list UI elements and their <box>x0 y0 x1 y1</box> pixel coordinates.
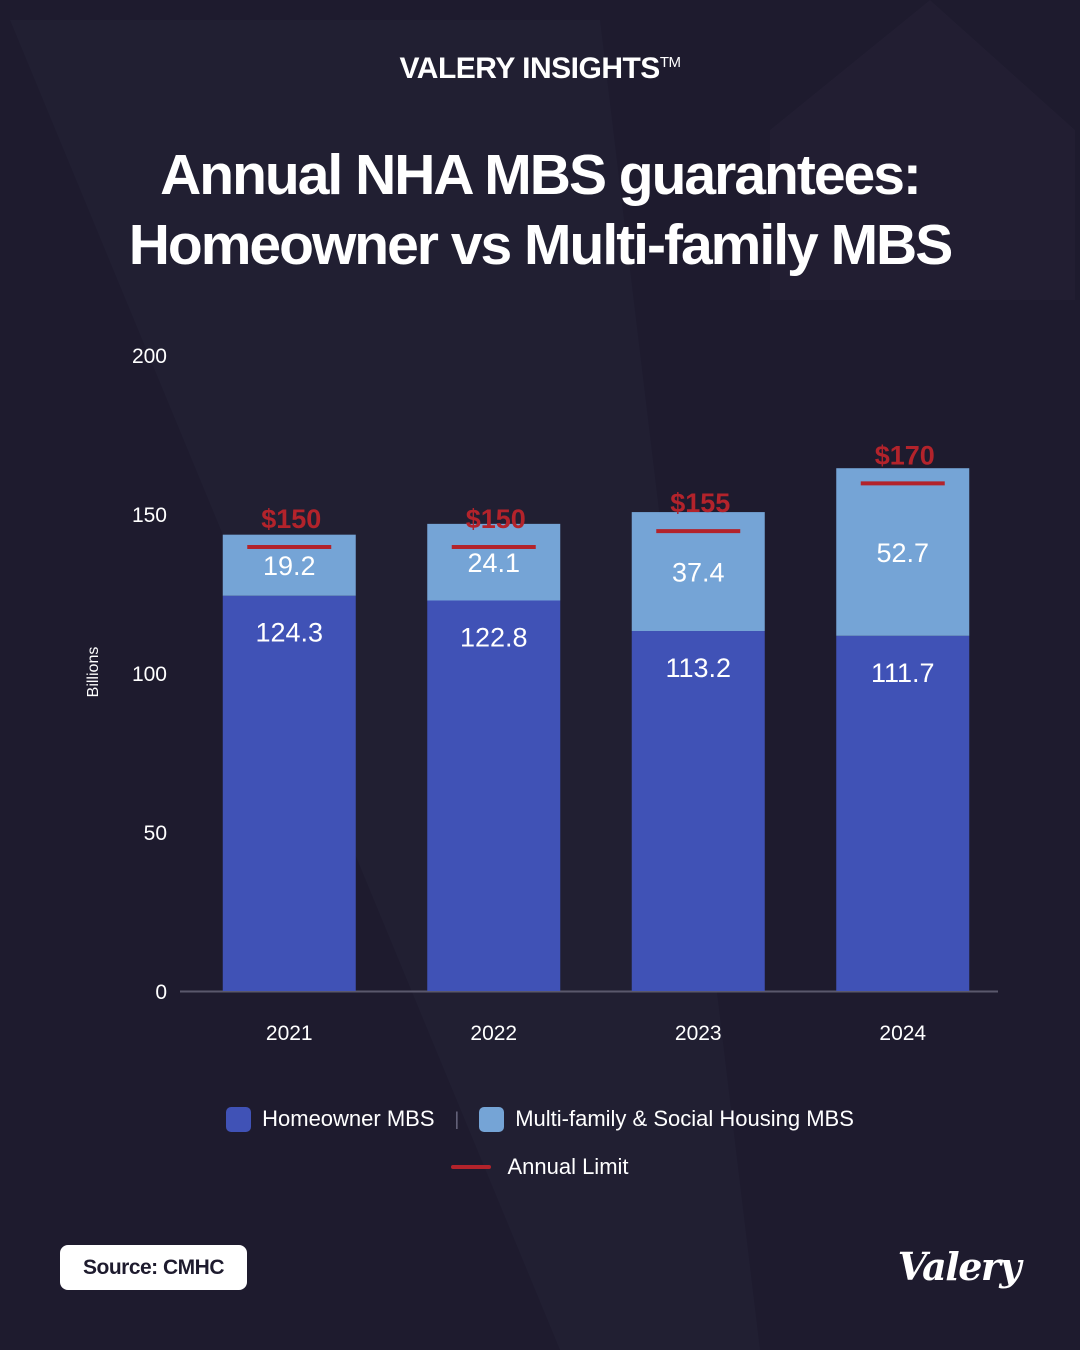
bar-multifamily <box>222 534 356 596</box>
legend-label-homeowner: Homeowner MBS <box>262 1106 435 1131</box>
chart-title: Annual NHA MBS guarantees: Homeowner vs … <box>40 140 1040 280</box>
data-label-homeowner: 122.8 <box>460 622 528 652</box>
legend-separator: | <box>454 1108 460 1129</box>
y-axis-label: Billions <box>85 647 102 698</box>
bar-multifamily <box>836 468 970 636</box>
brand-header: VALERY INSIGHTSTM <box>0 52 1080 86</box>
x-tick-label: 2022 <box>470 1022 517 1045</box>
data-label-homeowner: 113.2 <box>665 653 731 683</box>
legend-label-multifamily: Multi-family & Social Housing MBS <box>515 1106 854 1131</box>
bar-homeowner <box>836 635 970 991</box>
legend-swatch-homeowner <box>226 1106 252 1132</box>
bar-multifamily <box>427 523 561 601</box>
y-tick-label: 100 <box>132 663 167 686</box>
x-tick-label: 2021 <box>266 1022 313 1045</box>
legend-swatch-limit <box>451 1165 492 1169</box>
y-tick-label: 200 <box>132 345 167 368</box>
legend: Homeowner MBS | Multi-family & Social Ho… <box>0 1106 1080 1180</box>
data-label-homeowner: 111.7 <box>871 658 935 688</box>
title-line-2: Homeowner vs Multi-family MBS <box>128 213 953 277</box>
source-badge: Source: CMHC <box>60 1245 247 1290</box>
bar-homeowner <box>222 595 356 991</box>
x-tick-label: 2023 <box>675 1022 722 1045</box>
limit-label: $170 <box>875 440 935 470</box>
legend-item-multifamily: Multi-family & Social Housing MBS <box>479 1106 854 1132</box>
y-tick-label: 50 <box>144 822 167 845</box>
data-label-multifamily: 52.7 <box>876 538 929 568</box>
data-label-multifamily: 37.4 <box>672 558 725 588</box>
limit-label: $150 <box>261 504 321 534</box>
data-label-homeowner: 124.3 <box>255 618 323 648</box>
data-label-multifamily: 19.2 <box>263 551 316 581</box>
x-tick-label: 2024 <box>879 1022 926 1045</box>
legend-label-limit: Annual Limit <box>507 1154 629 1179</box>
valery-logo: Valery <box>897 1244 1022 1289</box>
brand-name: VALERY INSIGHTS <box>399 52 661 85</box>
bar-homeowner <box>427 600 561 991</box>
title-line-1: Annual NHA MBS guarantees: <box>160 143 922 207</box>
legend-swatch-multifamily <box>479 1106 505 1132</box>
legend-item-homeowner: Homeowner MBS <box>226 1106 435 1132</box>
limit-label: $155 <box>670 488 730 518</box>
data-label-multifamily: 24.1 <box>467 548 520 578</box>
trademark-mark: TM <box>659 54 681 71</box>
bar-homeowner <box>631 631 765 991</box>
legend-item-limit: Annual Limit <box>451 1154 629 1180</box>
y-tick-label: 150 <box>132 504 167 527</box>
y-tick-label: 0 <box>155 981 167 1004</box>
limit-label: $150 <box>466 504 526 534</box>
